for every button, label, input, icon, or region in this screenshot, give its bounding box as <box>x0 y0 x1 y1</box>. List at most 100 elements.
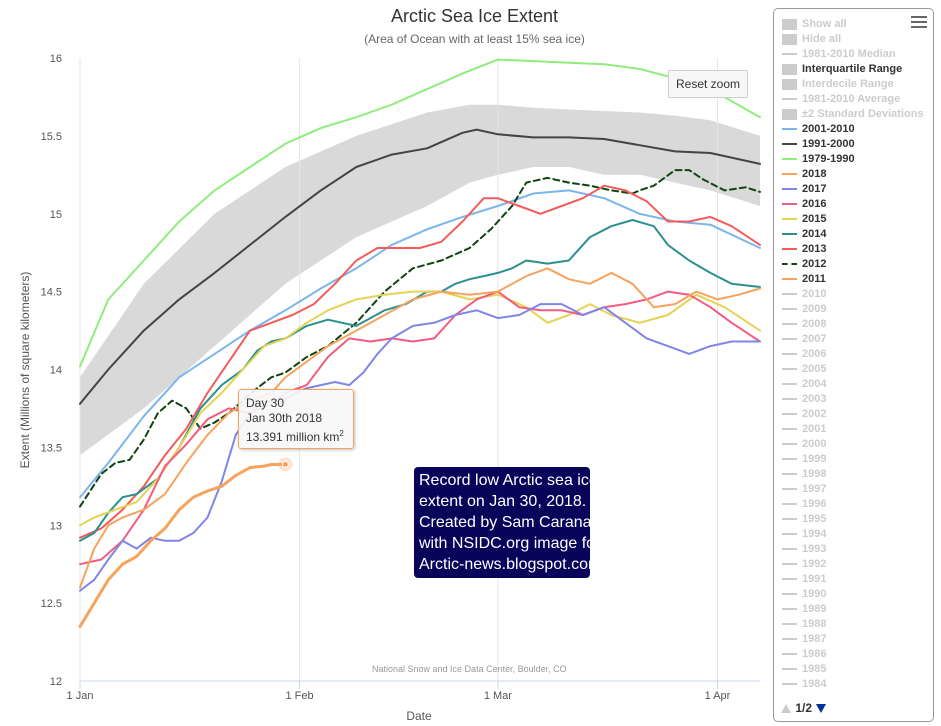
legend-symbol <box>782 53 797 55</box>
legend-item-1981-2010-median[interactable]: 1981-2010 Median <box>782 47 930 62</box>
legend-item-interdecile-range[interactable]: Interdecile Range <box>782 77 930 92</box>
legend-label: 1994 <box>802 528 827 540</box>
legend-item-2007[interactable]: 2007 <box>782 332 930 347</box>
legend-item-1997[interactable]: 1997 <box>782 482 930 497</box>
annotation-line: Arctic-news.blogspot.com <box>419 556 602 573</box>
legend-item-2010[interactable]: 2010 <box>782 287 930 302</box>
legend-item-1999[interactable]: 1999 <box>782 452 930 467</box>
series-line-1979-1990 <box>79 58 761 368</box>
legend-page-indicator: 1/2 <box>795 701 813 715</box>
legend-item-show-all[interactable]: Show all <box>782 17 930 32</box>
legend-item-2018[interactable]: 2018 <box>782 167 930 182</box>
legend-item-1991[interactable]: 1991 <box>782 572 930 587</box>
legend-label: 2005 <box>802 363 827 375</box>
legend-item--2-standard-deviations[interactable]: ±2 Standard Deviations <box>782 107 930 122</box>
legend-symbol <box>782 563 797 565</box>
legend-label: 2016 <box>802 198 827 210</box>
reset-zoom-button[interactable]: Reset zoom <box>668 70 748 98</box>
legend-label: 2009 <box>802 303 827 315</box>
legend-item-1989[interactable]: 1989 <box>782 602 930 617</box>
y-tick-label: 13 <box>50 520 62 532</box>
legend-item-2016[interactable]: 2016 <box>782 197 930 212</box>
legend-symbol <box>782 143 797 145</box>
legend-item-1994[interactable]: 1994 <box>782 527 930 542</box>
legend-label: 1988 <box>802 618 827 630</box>
legend-item-1979-1990[interactable]: 1979-1990 <box>782 152 930 167</box>
x-tick-label: 1 Apr <box>705 690 731 702</box>
legend-item-1995[interactable]: 1995 <box>782 512 930 527</box>
legend-item-2000[interactable]: 2000 <box>782 437 930 452</box>
legend-item-1984[interactable]: 1984 <box>782 677 930 692</box>
legend-label: 2004 <box>802 378 827 390</box>
series-line-2001-2010 <box>79 189 761 499</box>
legend-symbol <box>782 233 797 235</box>
x-axis-title: Date <box>406 709 432 723</box>
legend-item-1996[interactable]: 1996 <box>782 497 930 512</box>
x-tick-label: 1 Feb <box>286 690 314 702</box>
legend-item-2013[interactable]: 2013 <box>782 242 930 257</box>
legend-item-2015[interactable]: 2015 <box>782 212 930 227</box>
legend-symbol <box>782 353 797 355</box>
legend-symbol <box>782 248 797 250</box>
legend-item-2005[interactable]: 2005 <box>782 362 930 377</box>
legend-label: 1981-2010 Average <box>802 93 901 105</box>
legend-symbol <box>782 34 797 45</box>
page-down-arrow-icon[interactable] <box>815 703 827 714</box>
legend-item-1988[interactable]: 1988 <box>782 617 930 632</box>
legend-label: Hide all <box>802 33 842 45</box>
legend-item-2004[interactable]: 2004 <box>782 377 930 392</box>
legend-item-1985[interactable]: 1985 <box>782 662 930 677</box>
legend-symbol <box>782 218 797 220</box>
legend-label: 2001-2010 <box>802 123 855 135</box>
legend-label: 1997 <box>802 483 827 495</box>
legend-label: 1986 <box>802 648 827 660</box>
y-tick-label: 14.5 <box>41 287 62 299</box>
series-line-1991-2000 <box>79 128 761 405</box>
legend-symbol <box>782 79 797 90</box>
legend-item-1998[interactable]: 1998 <box>782 467 930 482</box>
legend-item-2014[interactable]: 2014 <box>782 227 930 242</box>
legend-item-2002[interactable]: 2002 <box>782 407 930 422</box>
legend-item-2012[interactable]: 2012 <box>782 257 930 272</box>
legend-symbol <box>782 338 797 340</box>
legend-item-1991-2000[interactable]: 1991-2000 <box>782 137 930 152</box>
legend-label: 2010 <box>802 288 827 300</box>
credits-text: National Snow and Ice Data Center, Bould… <box>372 664 567 674</box>
legend-label: 1984 <box>802 678 827 690</box>
annotation-box: Record low Arctic sea ice extent on Jan … <box>414 467 602 578</box>
legend-label: Interquartile Range <box>802 63 903 75</box>
legend-symbol <box>782 158 797 160</box>
legend-item-2017[interactable]: 2017 <box>782 182 930 197</box>
x-tick-label: 1 Mar <box>484 690 512 702</box>
legend-label: Show all <box>802 18 847 30</box>
legend-item-2001-2010[interactable]: 2001-2010 <box>782 122 930 137</box>
legend-label: 2011 <box>802 273 826 285</box>
legend-label: 2008 <box>802 318 827 330</box>
legend-symbol <box>782 263 797 265</box>
legend-symbol <box>782 533 797 535</box>
legend-item-1990[interactable]: 1990 <box>782 587 930 602</box>
legend-item-1992[interactable]: 1992 <box>782 557 930 572</box>
legend-symbol <box>782 278 797 280</box>
legend-symbol <box>782 173 797 175</box>
legend-item-hide-all[interactable]: Hide all <box>782 32 930 47</box>
legend-item-2003[interactable]: 2003 <box>782 392 930 407</box>
legend-item-interquartile-range[interactable]: Interquartile Range <box>782 62 930 77</box>
legend-item-1986[interactable]: 1986 <box>782 647 930 662</box>
page-up-arrow-icon[interactable] <box>780 703 792 714</box>
legend-symbol <box>782 593 797 595</box>
legend-item-1987[interactable]: 1987 <box>782 632 930 647</box>
legend-item-2009[interactable]: 2009 <box>782 302 930 317</box>
legend-symbol <box>782 203 797 205</box>
menu-icon[interactable] <box>911 16 927 30</box>
legend-item-1981-2010-average[interactable]: 1981-2010 Average <box>782 92 930 107</box>
annotation-line: extent on Jan 30, 2018. <box>419 493 587 510</box>
series-line-2018 <box>78 462 287 628</box>
legend-item-1993[interactable]: 1993 <box>782 542 930 557</box>
legend-item-2001[interactable]: 2001 <box>782 422 930 437</box>
legend-item-2011[interactable]: 2011 <box>782 272 930 287</box>
legend-item-2006[interactable]: 2006 <box>782 347 930 362</box>
legend-label: 1992 <box>802 558 827 570</box>
y-axis-title: Extent (Millions of square kilometers) <box>18 272 32 469</box>
legend-item-2008[interactable]: 2008 <box>782 317 930 332</box>
